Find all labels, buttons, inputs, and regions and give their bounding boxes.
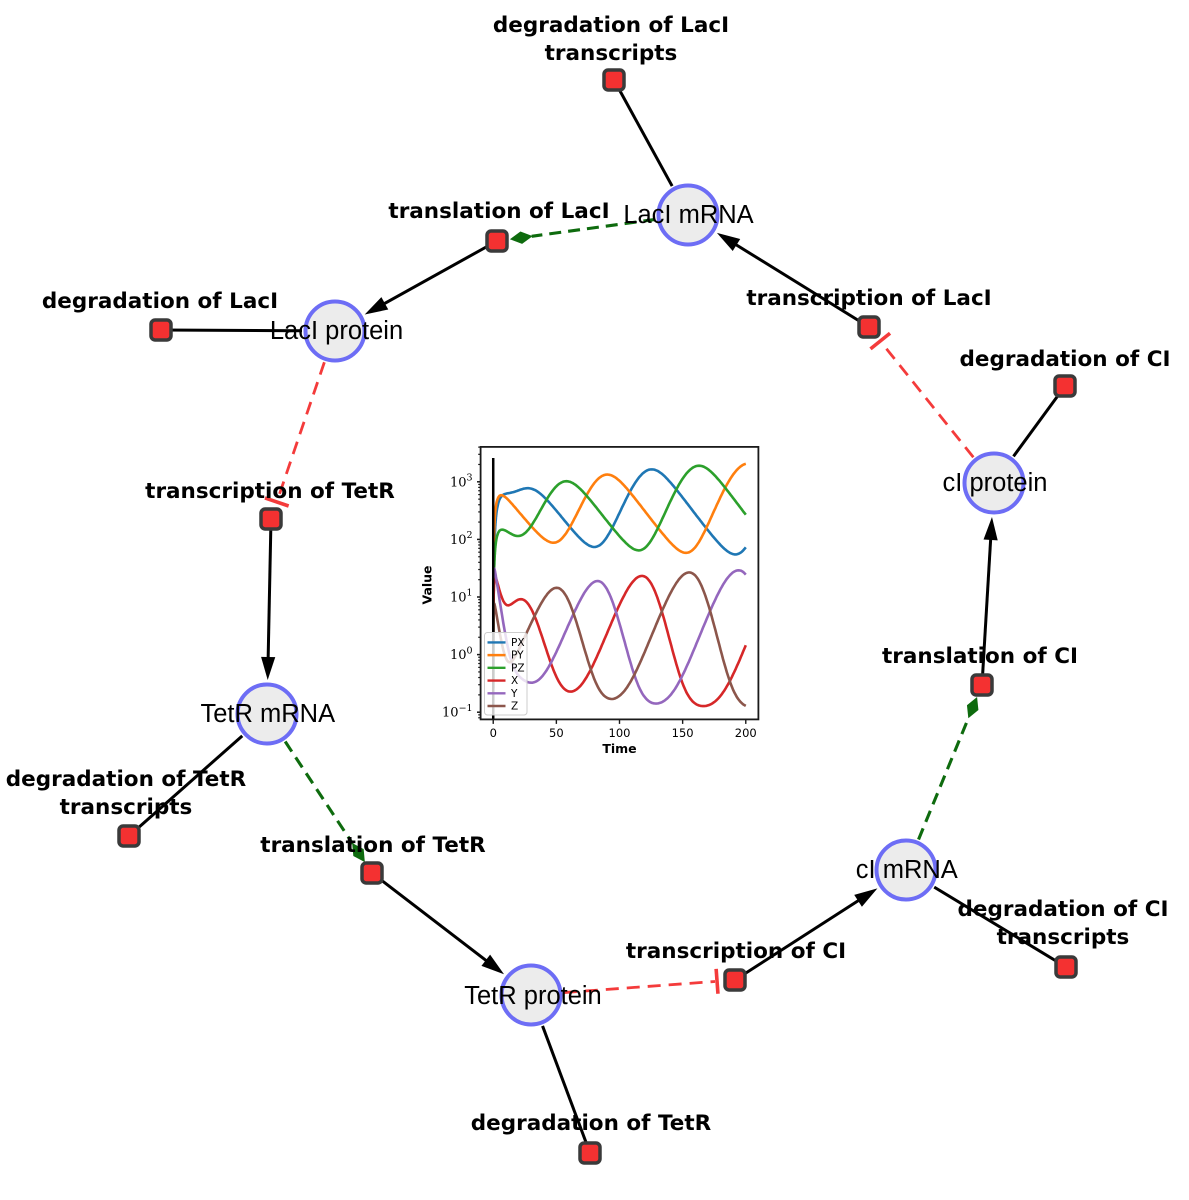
y-tick-label: 10−1 [442,703,473,721]
arrowhead-icon [481,954,505,975]
species-node-cI_protein [962,451,1026,515]
species-node-TetR_protein [499,963,563,1027]
edge-modifier [917,716,971,841]
legend-label-Z: Z [511,701,518,713]
legend-label-PZ: PZ [511,662,525,674]
y-tick-label: 100 [450,645,473,663]
species-node-TetR_mRNA [235,682,299,746]
edge-modifier [283,740,355,845]
arrowhead-icon [716,232,741,252]
inhibition-bar-icon [264,496,290,508]
y-tick-exponent: 0 [467,645,473,656]
edge-product [980,535,993,686]
species-node-LacI_mRNA [656,183,720,247]
x-tick-label: 100 [609,726,631,740]
series-line-Z [492,571,747,708]
x-tick-label: 200 [735,726,757,740]
reaction-node-tsl_LacI [485,229,509,253]
legend-label-Y: Y [510,688,518,700]
species-node-LacI_protein [303,299,367,363]
series-line-PY [492,462,747,606]
modifier-diamond-icon [966,697,979,719]
y-tick-exponent: −1 [459,703,473,714]
y-tick-label: 102 [450,530,473,548]
species-node-cI_mRNA [874,838,938,902]
edge-reactant [160,328,303,333]
edge-reactant [1012,385,1067,458]
y-tick-exponent: 1 [467,588,473,599]
reaction-node-deg_TetR_tr [117,824,141,848]
legend-label-PY: PY [511,650,524,662]
modifier-diamond-icon [509,231,533,244]
x-axis-label: Time [602,741,636,756]
edge-reactant [128,734,244,838]
reaction-node-txn_cI [723,968,747,992]
edge-product [266,518,273,662]
edge-product [380,239,498,307]
legend-label-X: X [511,675,518,687]
y-tick-exponent: 3 [467,473,473,484]
reaction-node-deg_TetR [578,1141,602,1165]
legend-label-PX: PX [511,637,525,649]
reaction-node-txn_TetR [259,507,283,531]
reaction-node-tsl_TetR [360,861,384,885]
edge-reactant [541,1025,592,1154]
y-axis-label: Value [420,565,435,604]
edge-inhibition [563,980,716,994]
y-tick-exponent: 2 [467,530,473,541]
edge-product [732,241,870,329]
edge-inhibition [276,361,326,501]
y-tick-label: 101 [450,588,473,606]
chart-series-group [491,457,747,720]
edge-product [371,871,490,964]
edge-reactant [933,885,1067,969]
arrowhead-icon [854,888,878,907]
edge-inhibition [880,341,975,459]
reaction-node-deg_LacI [149,318,173,342]
reaction-node-deg_cI_tr [1054,955,1078,979]
series-line-Y [491,567,747,705]
arrowhead-icon [261,656,276,681]
arrowhead-icon [983,516,998,541]
reaction-node-tsl_cI [970,673,994,697]
reaction-node-txn_LacI [857,315,881,339]
edge-reactant [612,79,674,187]
x-tick-label: 50 [549,726,564,740]
reaction-node-deg_LacI_tr [602,68,626,92]
arrowhead-icon [364,297,389,315]
edge-product [734,897,863,982]
modifier-diamond-icon [352,842,365,863]
inhibition-bar-icon [714,968,720,994]
edge-modifier [531,217,656,238]
series-line-PZ [492,464,747,689]
chart-axes-frame [479,445,760,721]
inhibition-bar-icon [869,331,892,351]
x-tick-label: 0 [490,726,497,740]
x-tick-label: 150 [672,726,694,740]
reaction-node-deg_cI [1053,374,1077,398]
y-tick-label: 103 [450,473,473,491]
